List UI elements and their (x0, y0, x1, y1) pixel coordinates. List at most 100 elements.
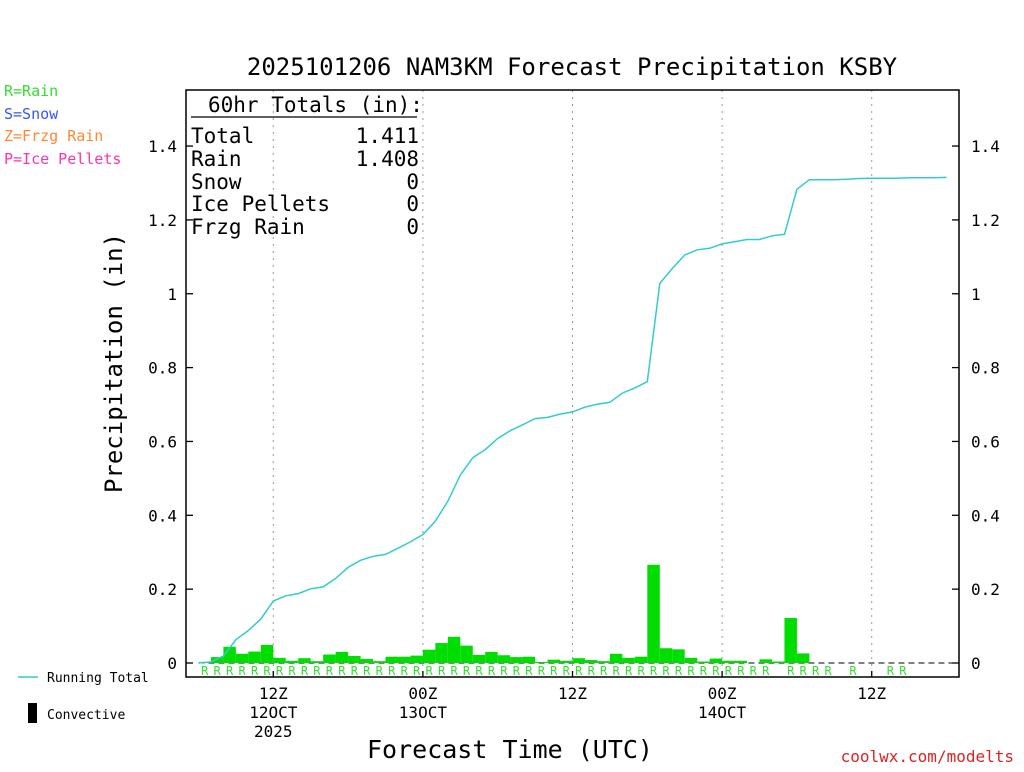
y-tick-label-right: 0.8 (971, 359, 1000, 378)
rain-marker: R (637, 664, 645, 678)
precip-bar (697, 661, 710, 663)
precip-bar (634, 656, 648, 663)
rain-marker: R (662, 664, 670, 678)
rain-marker: R (363, 664, 371, 678)
precip-bar (672, 649, 685, 663)
precip-bar (335, 651, 349, 663)
rain-marker: R (762, 664, 770, 678)
rain-marker: R (376, 664, 384, 678)
totals-value-ice-pellets: 0 (406, 192, 419, 216)
rain-marker: R (475, 664, 483, 678)
precip-bar (560, 660, 573, 663)
running-total-legend-label: Running Total (47, 671, 149, 686)
precip-bar (223, 646, 236, 663)
rain-marker: R (214, 664, 222, 678)
precip-bar (210, 657, 224, 663)
rain-marker: R (737, 664, 745, 678)
precip-bar (684, 657, 698, 663)
rain-marker: R (787, 664, 795, 678)
y-tick-label-right: 0 (971, 654, 981, 673)
precip-bar (260, 644, 274, 663)
rain-marker: R (824, 664, 832, 678)
rain-marker: R (263, 664, 271, 678)
totals-label-ice-pellets: Ice Pellets (191, 192, 330, 216)
totals-value-rain: 1.408 (356, 147, 419, 171)
precip-bar (285, 660, 299, 663)
totals-value-snow: 0 (406, 170, 419, 194)
rain-marker: R (338, 664, 346, 678)
rain-marker: R (600, 664, 608, 678)
rain-marker: R (276, 664, 284, 678)
precip-bar (298, 658, 311, 663)
rain-marker: R (563, 664, 571, 678)
x-tick-label: 2025 (254, 722, 293, 741)
rain-marker: R (463, 664, 471, 678)
precip-bar (796, 653, 810, 663)
precip-bar (771, 661, 785, 663)
rain-marker: R (525, 664, 533, 678)
y-tick-label-left: 0.6 (148, 432, 177, 451)
precip-bar (547, 659, 561, 663)
precip-bar (734, 660, 748, 663)
precip-bar (472, 654, 486, 663)
y-tick-label-left: 0.4 (148, 506, 177, 525)
chart-title: 2025101206 NAM3KM Forecast Precipitation… (247, 53, 898, 81)
totals-label-rain: Rain (191, 147, 242, 171)
series-legend: Running Total Convective (18, 671, 149, 723)
precip-bar (759, 659, 772, 663)
legend-ice-pellets: P=Ice Pellets (4, 150, 121, 168)
precip-bar (784, 617, 797, 663)
rain-marker: R (675, 664, 683, 678)
x-axis-label: Forecast Time (UTC) (367, 735, 653, 764)
precip-bar (385, 656, 398, 663)
precip-bar (435, 643, 448, 663)
y-tick-label-left: 1.2 (148, 211, 177, 230)
y-tick-label-right: 1.2 (971, 211, 1000, 230)
rain-marker: R (725, 664, 733, 678)
rain-marker: R (687, 664, 695, 678)
y-tick-label-right: 1.4 (971, 137, 1000, 156)
rain-marker: R (650, 664, 658, 678)
precip-bar (609, 653, 623, 663)
precip-bar (273, 657, 286, 663)
precip-bar (709, 658, 723, 663)
precip-bar (535, 661, 548, 663)
x-tick-label: 12Z (259, 684, 288, 703)
totals-label-frzg-rain: Frzg Rain (191, 215, 305, 239)
rain-marker: R (488, 664, 496, 678)
precip-type-legend: R=Rain S=Snow Z=Frzg Rain P=Ice Pellets (4, 82, 121, 168)
x-tick-label: 00Z (708, 684, 737, 703)
y-tick-label-left: 0.8 (148, 359, 177, 378)
precip-bar (622, 657, 635, 663)
precip-bar (323, 654, 336, 663)
rain-marker: R (251, 664, 259, 678)
precip-bar (659, 648, 673, 663)
totals-label-total: Total (191, 124, 254, 148)
totals-value-total: 1.411 (356, 124, 419, 148)
convective-legend-label: Convective (47, 708, 125, 723)
precip-bar (460, 645, 473, 663)
precip-bar (348, 655, 361, 663)
rain-marker: R (450, 664, 458, 678)
precip-bar (497, 655, 511, 663)
precip-bar (373, 661, 386, 663)
rain-marker: R (513, 664, 521, 678)
precip-bar (235, 653, 249, 663)
precip-bar (248, 651, 261, 663)
rain-marker: R (899, 664, 907, 678)
y-tick-label-left: 1.4 (148, 137, 177, 156)
y-axes: 0 00.2 0.20.4 0.40.6 0.60.8 0.81 11.2 1.21.4 1.4 (148, 137, 1000, 673)
x-tick-label: 00Z (408, 684, 437, 703)
rain-marker: R (226, 664, 234, 678)
precip-bar (584, 660, 598, 663)
x-tick-label: 12OCT (249, 703, 298, 722)
precip-bar (510, 657, 523, 663)
x-tick-label: 13OCT (399, 703, 448, 722)
y-tick-label-right: 0.2 (971, 580, 1000, 599)
x-tick-label: 14OCT (698, 703, 747, 722)
rain-marker: R (700, 664, 708, 678)
rain-marker: R (887, 664, 895, 678)
